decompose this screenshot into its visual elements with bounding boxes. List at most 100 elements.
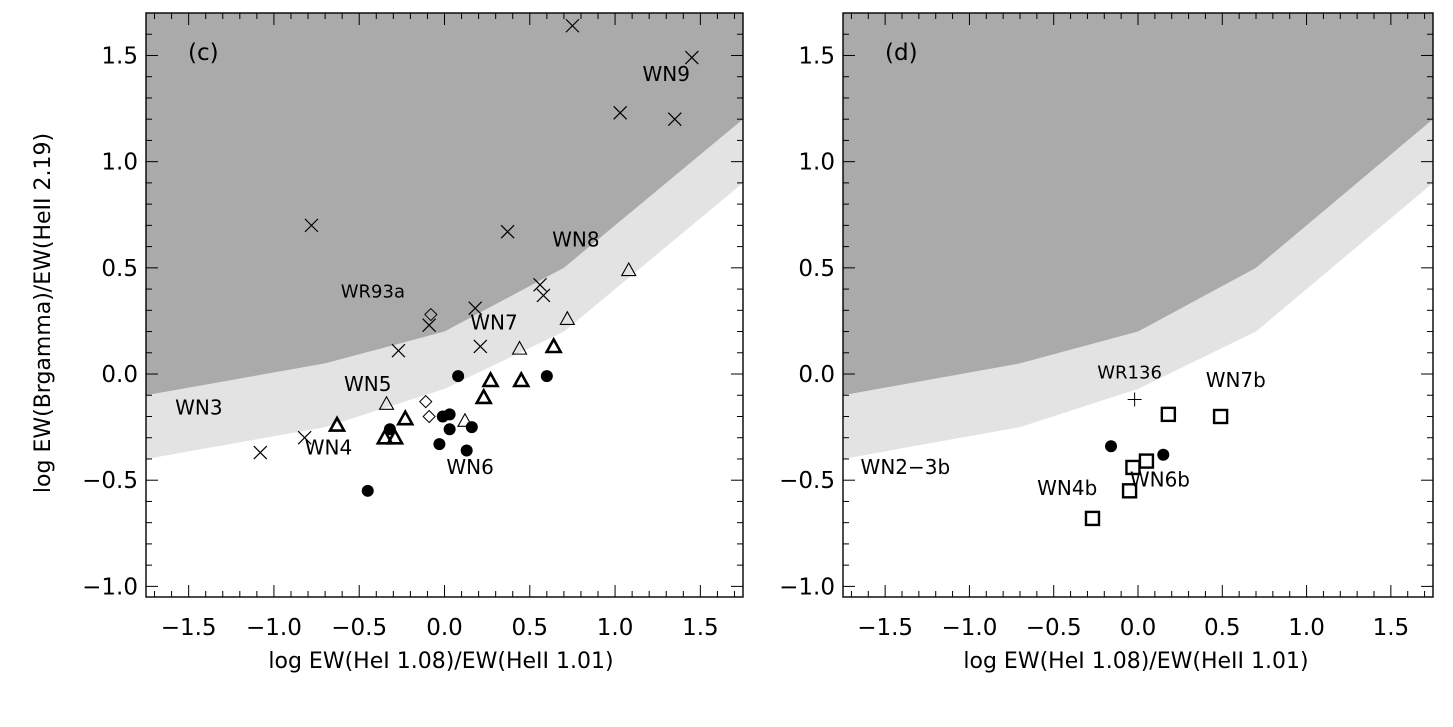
x-tick-label: −1.0 (246, 615, 302, 641)
x-marker (253, 445, 268, 460)
x-marker-stroke (565, 18, 580, 33)
filled-circle-marker (1157, 448, 1170, 461)
light-shaded-region (146, 119, 743, 459)
x-axis-label: log EW(HeI 1.08)/EW(HeII 1.01) (268, 649, 613, 674)
thin-triangle-marker (559, 310, 576, 325)
y-tick-label: 1.5 (798, 43, 835, 69)
x-tick-label: −0.5 (331, 615, 387, 641)
y-axis-label: log EW(Brgamma)/EW(HeII 2.19) (31, 133, 56, 493)
x-tick-label: −1.0 (941, 615, 997, 641)
x-marker (684, 50, 699, 65)
filled-circle-marker (433, 438, 446, 451)
x-marker-stroke (500, 224, 515, 239)
x-marker-stroke (613, 105, 628, 120)
x-marker (468, 301, 483, 316)
panel-d: −1.5 −1.0 −0.5 0.0 0.5 1.0 1.5 −1.0 −0.5 0.0 0.5 1.… (779, 12, 1434, 641)
x-marker (500, 224, 515, 239)
y-tick-label: 0.0 (798, 362, 835, 388)
x-marker-stroke (667, 112, 682, 127)
annotation-label: WN5 (344, 372, 391, 396)
x-tick-label: 0.0 (426, 615, 463, 641)
x-axis-label: log EW(HeI 1.08)/EW(HeII 1.01) (963, 649, 1308, 674)
filled-circle-marker (540, 370, 553, 383)
x-marker-stroke (468, 301, 483, 316)
x-marker (613, 105, 628, 120)
x-marker-stroke (536, 288, 551, 303)
y-tick-label: −1.0 (82, 574, 138, 600)
bold-triangle-marker (474, 387, 493, 405)
annotation-label: WN9 (643, 62, 690, 86)
dark-shaded-region (843, 13, 1433, 396)
diamond-marker (424, 307, 438, 322)
filled-circle-marker (460, 444, 473, 457)
x-marker (297, 430, 312, 445)
thin-triangle-marker (511, 340, 528, 355)
annotation-label: WN6b (1130, 468, 1190, 492)
filled-circle-marker (383, 423, 396, 436)
annotation-label: WN4 (305, 436, 352, 460)
x-marker (422, 318, 437, 333)
x-marker-stroke (533, 277, 547, 292)
y-tick-label: 1.0 (101, 150, 138, 176)
x-tick-label: 1.0 (1288, 615, 1325, 641)
bold-triangle-marker (375, 428, 395, 445)
y-tick-label: 1.5 (101, 43, 138, 69)
filled-circle-marker (465, 421, 478, 434)
x-tick-label: −1.5 (857, 615, 913, 641)
panel-label: (d) (885, 40, 918, 66)
thin-triangle-marker (620, 261, 637, 277)
panel-label: (c) (188, 40, 219, 66)
bold-triangle-marker (512, 370, 531, 388)
y-tick-label: 0.0 (101, 362, 138, 388)
annotation-label: WN3 (175, 395, 222, 419)
x-marker (533, 277, 547, 292)
annotation-label: WR93a (341, 282, 405, 303)
open-square-marker (1138, 453, 1155, 469)
annotation-label: WN7b (1206, 368, 1266, 392)
filled-circle-marker (443, 408, 456, 421)
y-tick-label: −1.0 (779, 574, 835, 600)
x-marker-stroke (391, 343, 406, 358)
x-marker-stroke (473, 339, 488, 354)
bold-triangle-marker (544, 336, 563, 354)
y-tick-label: 0.5 (798, 256, 835, 282)
filled-circle-marker (443, 423, 456, 436)
x-marker (565, 18, 580, 33)
x-marker-stroke (253, 445, 268, 460)
x-marker (391, 343, 406, 358)
x-marker-stroke (684, 50, 699, 65)
annotation-label: WN4b (1037, 476, 1097, 500)
x-tick-label: 1.5 (682, 615, 719, 641)
x-marker (473, 339, 488, 354)
annotation-label: WN2−3b (861, 455, 951, 479)
x-tick-label: 1.0 (597, 615, 634, 641)
filled-circle-marker (1105, 440, 1118, 453)
bold-triangle-marker (396, 408, 415, 426)
dark-shaded-region (146, 13, 743, 396)
x-tick-label: 0.0 (1120, 615, 1157, 641)
diamond-marker (419, 394, 433, 409)
annotation-label: WN7 (470, 310, 517, 334)
x-tick-label: 0.5 (511, 615, 548, 641)
x-marker-stroke (422, 318, 437, 333)
y-tick-label: 1.0 (798, 150, 835, 176)
open-square-marker (1121, 483, 1138, 499)
thin-triangle-marker (457, 412, 473, 427)
bold-triangle-marker (385, 428, 405, 445)
annotation-label: WN8 (552, 228, 599, 252)
open-square-marker (1160, 406, 1177, 423)
x-tick-label: 1.5 (1373, 615, 1410, 641)
bold-triangle-marker (327, 415, 347, 432)
x-tick-label: 0.5 (1204, 615, 1241, 641)
annotation-label: WR136 (1097, 362, 1162, 383)
light-shaded-region (843, 119, 1433, 459)
x-marker (667, 112, 682, 127)
filled-circle-marker (361, 484, 374, 497)
plus-marker (1127, 392, 1142, 407)
x-tick-label: −1.5 (161, 615, 217, 641)
thin-triangle-marker (378, 395, 395, 410)
x-marker (536, 288, 551, 303)
filled-circle-marker (452, 370, 465, 383)
x-marker (304, 218, 319, 233)
